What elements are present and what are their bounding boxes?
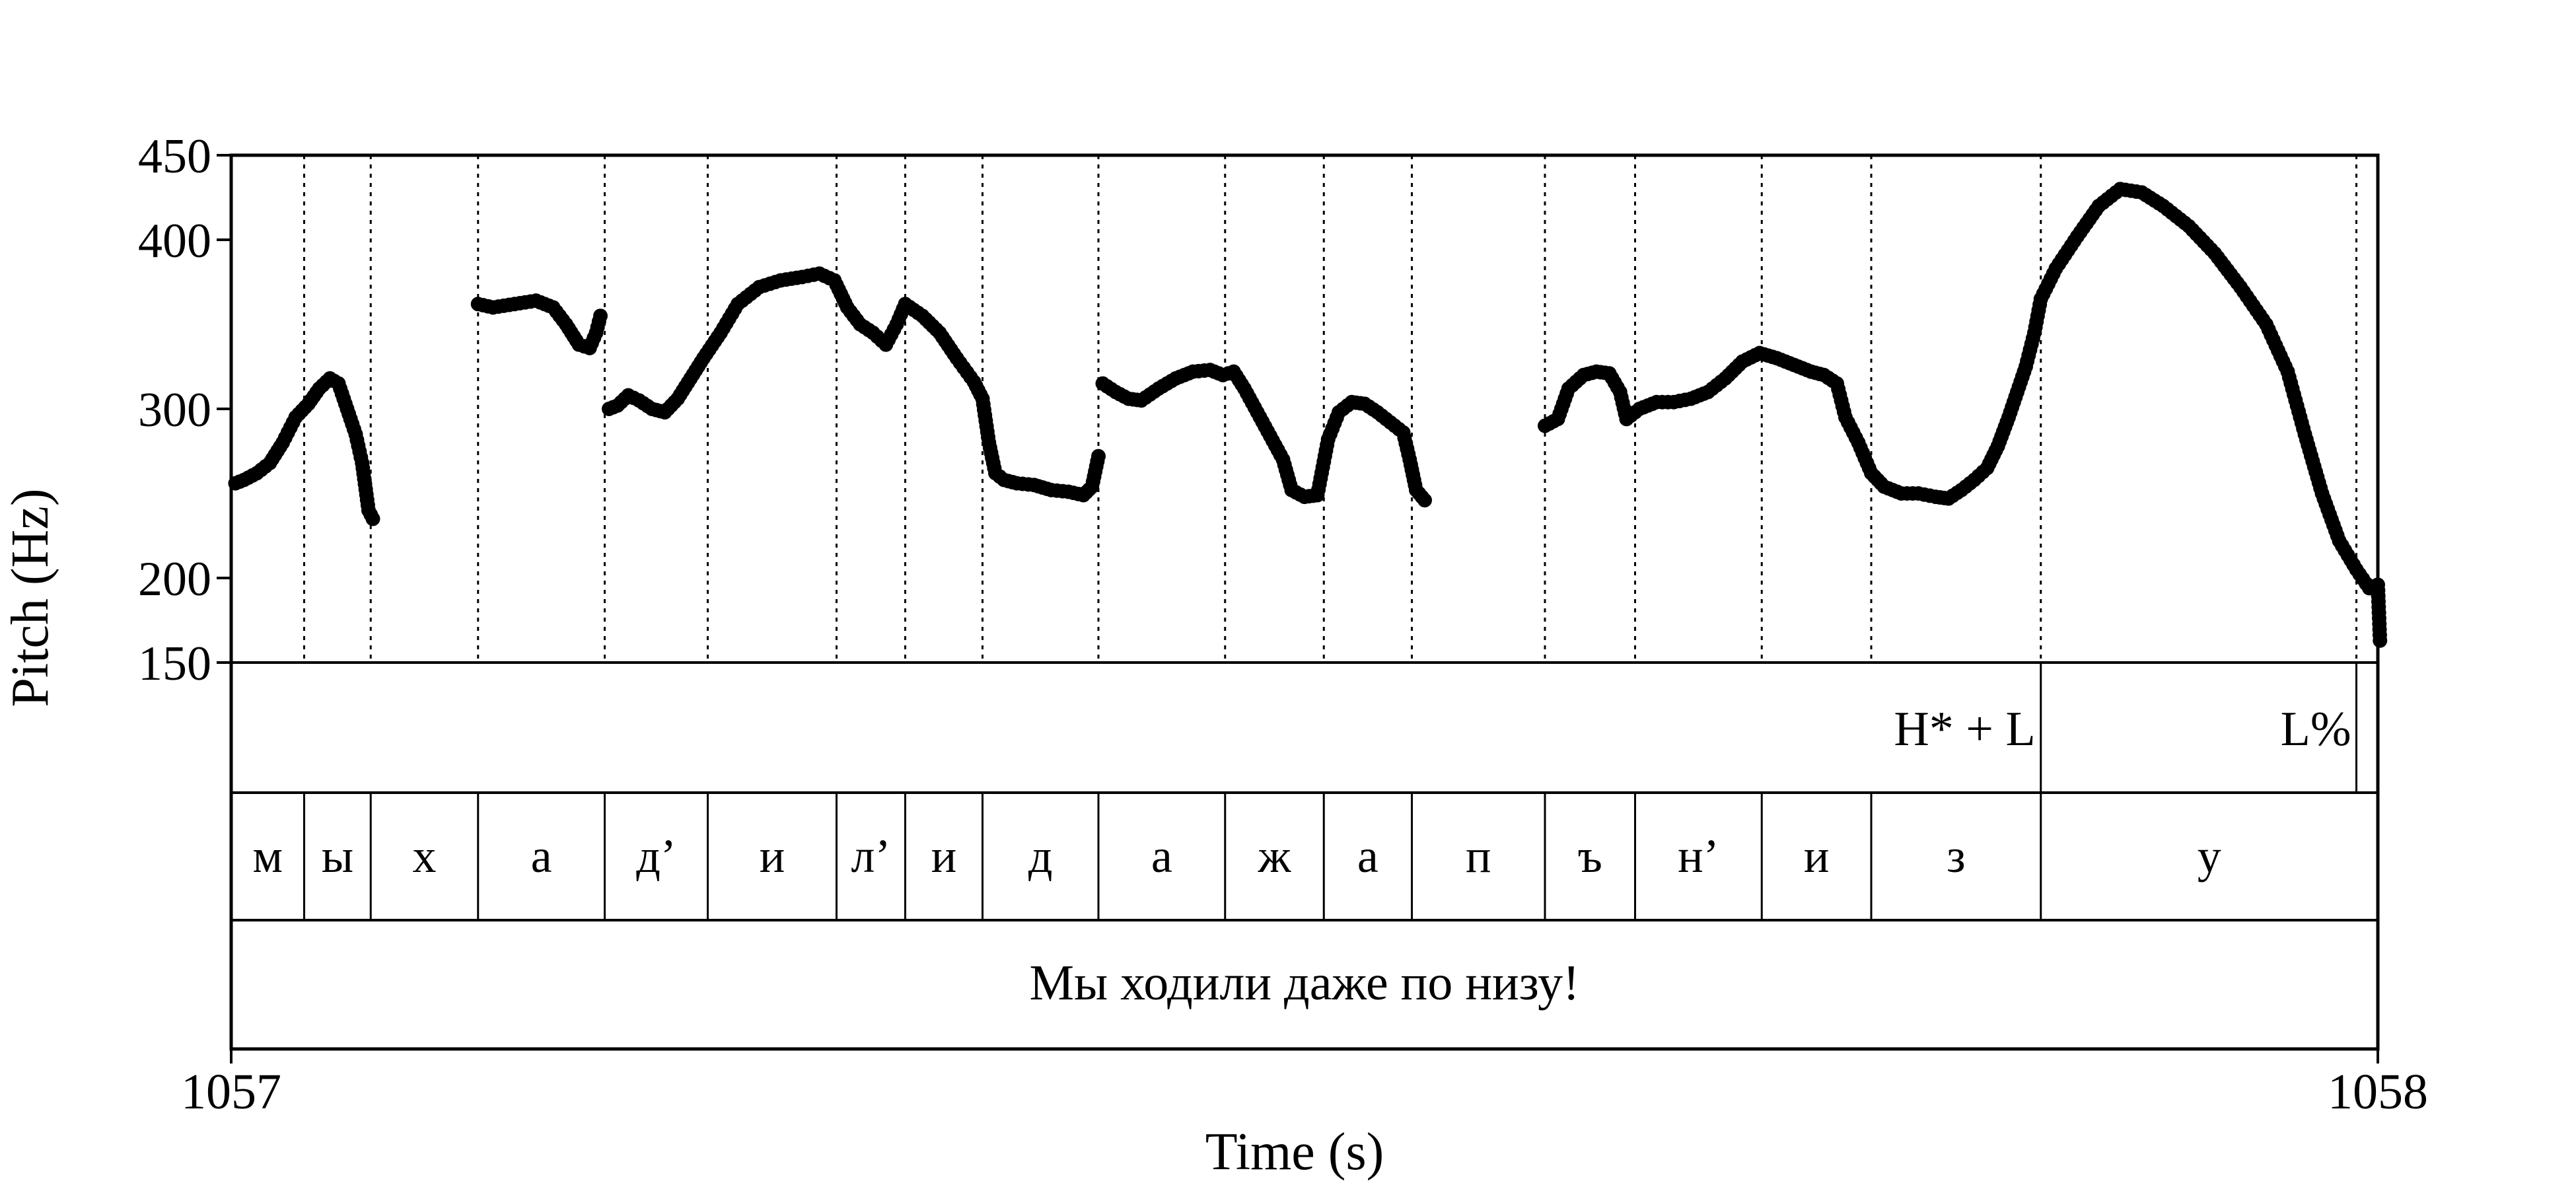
segment-label: д’ — [636, 830, 676, 883]
segment-label: и — [760, 830, 785, 883]
sentence-label: Мы ходили даже по низу! — [1030, 955, 1580, 1011]
axis-ticks: 450 400 300 200 150 1057 1058 — [138, 129, 2428, 1120]
pitch-point — [365, 511, 380, 526]
segment-label: д — [1028, 830, 1053, 883]
y-tick-label: 150 — [138, 637, 211, 691]
y-tick-label: 300 — [138, 383, 211, 437]
tone-label: H* + L — [1894, 702, 2035, 756]
segment-label: а — [1357, 830, 1378, 883]
tone-label: L% — [2281, 702, 2351, 756]
segment-label: у — [2198, 830, 2221, 883]
y-tick-label: 450 — [138, 129, 211, 184]
segment-label: ж — [1258, 830, 1292, 883]
segment-label: н’ — [1678, 830, 1719, 883]
segment-label: и — [1804, 830, 1830, 883]
segment-label: з — [1947, 830, 1965, 883]
segment-label: а — [1151, 830, 1172, 883]
segment-label: л’ — [851, 830, 891, 883]
pitch-point — [2373, 633, 2388, 648]
x-tick-label: 1058 — [2328, 1064, 2428, 1120]
x-tick-label: 1057 — [181, 1064, 281, 1120]
y-axis-label: Pitch (Hz) — [1, 488, 59, 707]
segment-label: х — [413, 830, 437, 883]
segment-label: и — [931, 830, 957, 883]
chart-frame — [229, 153, 2380, 1051]
x-axis-label: Time (s) — [1205, 1123, 1384, 1181]
pitch-point — [1091, 449, 1106, 464]
segment-label: а — [531, 830, 552, 883]
plot-border — [229, 153, 2380, 1051]
pitch-points — [228, 182, 2388, 648]
annotation-tiers: H* + L L% м ы х а д’ и л’ и д а ж а п ъ н’ и з у Мы ходили д… — [252, 663, 2357, 1011]
y-tick-label: 400 — [138, 214, 211, 268]
pitch-point — [1417, 493, 1432, 508]
segment-label: ы — [322, 830, 353, 883]
pitch-point — [593, 308, 608, 324]
segment-label: п — [1466, 830, 1491, 883]
segment-label: ъ — [1578, 830, 1602, 883]
segment-label: м — [252, 830, 283, 883]
y-tick-label: 200 — [138, 552, 211, 606]
